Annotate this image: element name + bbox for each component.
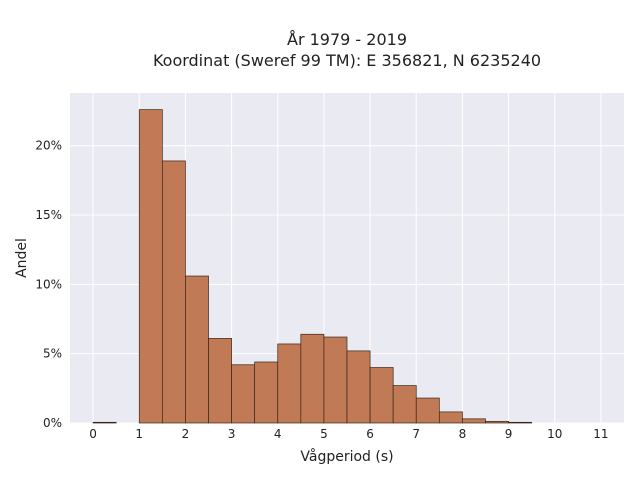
x-tick-label: 2 xyxy=(182,427,190,441)
histogram-bar xyxy=(485,420,509,424)
histogram-bar xyxy=(323,336,348,424)
histogram-bar xyxy=(277,343,302,424)
chart-title-line1: År 1979 - 2019 xyxy=(287,30,407,49)
histogram-bar xyxy=(369,367,394,424)
x-tick-labels: 0 1 2 3 4 5 6 7 8 9 10 11 xyxy=(89,427,608,441)
histogram-bar xyxy=(300,333,325,424)
histogram-bar xyxy=(185,275,209,424)
histogram-bar xyxy=(231,364,256,424)
x-tick-label: 0 xyxy=(89,427,97,441)
chart-title-line2: Koordinat (Sweref 99 TM): E 356821, N 62… xyxy=(153,51,541,70)
x-tick-label: 9 xyxy=(505,427,513,441)
x-tick-label: 5 xyxy=(320,427,328,441)
bars xyxy=(92,109,533,424)
x-tick-label: 3 xyxy=(228,427,236,441)
histogram-bar xyxy=(392,385,417,424)
x-tick-label: 11 xyxy=(593,427,608,441)
y-tick-label: 20% xyxy=(35,139,62,153)
histogram-bar xyxy=(254,361,279,424)
histogram-bar xyxy=(138,109,163,424)
y-tick-label: 5% xyxy=(43,347,62,361)
x-tick-label: 8 xyxy=(459,427,467,441)
y-axis-label: Andel xyxy=(14,238,30,278)
x-axis-label: Vågperiod (s) xyxy=(300,448,393,465)
y-tick-label: 0% xyxy=(43,416,62,430)
histogram-bar xyxy=(161,160,186,424)
histogram-bar xyxy=(508,421,533,424)
histogram-bar xyxy=(415,397,440,424)
histogram-bar xyxy=(438,411,463,424)
x-tick-label: 1 xyxy=(135,427,143,441)
histogram-bar xyxy=(346,350,371,424)
y-tick-label: 10% xyxy=(35,277,62,291)
x-tick-label: 6 xyxy=(366,427,374,441)
y-tick-labels: 0% 5% 10% 15% 20% xyxy=(35,139,62,430)
histogram-bar xyxy=(208,338,232,424)
histogram-bar xyxy=(92,421,117,424)
y-tick-label: 15% xyxy=(35,208,62,222)
x-tick-label: 4 xyxy=(274,427,282,441)
x-tick-label: 10 xyxy=(547,427,562,441)
histogram-bar xyxy=(462,418,486,424)
x-tick-label: 7 xyxy=(412,427,420,441)
